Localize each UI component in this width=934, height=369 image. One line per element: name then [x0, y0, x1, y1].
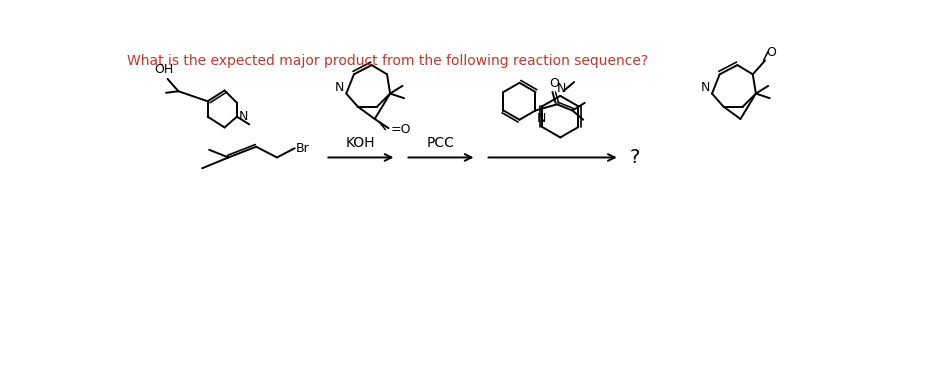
- Text: N: N: [700, 81, 710, 94]
- Text: KOH: KOH: [347, 136, 375, 150]
- Text: O: O: [549, 77, 559, 90]
- Text: OH: OH: [154, 63, 174, 76]
- Text: What is the expected major product from the following reaction sequence?: What is the expected major product from …: [127, 54, 648, 68]
- Text: =O: =O: [390, 123, 411, 136]
- Text: ?: ?: [630, 148, 640, 167]
- Text: N: N: [537, 112, 546, 125]
- Text: N: N: [239, 110, 248, 123]
- Text: N: N: [334, 81, 344, 94]
- Text: O: O: [767, 46, 776, 59]
- Text: PCC: PCC: [427, 136, 455, 150]
- Text: Br: Br: [296, 142, 310, 155]
- Text: N: N: [557, 82, 566, 95]
